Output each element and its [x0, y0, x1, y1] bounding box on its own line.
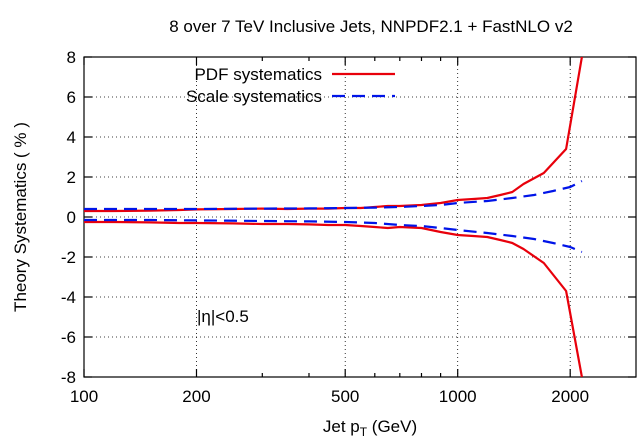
y-tick-label: 2: [67, 168, 76, 187]
grid-layer: [84, 57, 636, 377]
series-layer: [84, 57, 583, 377]
y-axis-title: Theory Systematics ( % ): [11, 122, 30, 312]
pdf-systematics-line-lower: [84, 220, 583, 377]
y-tick-label: -6: [61, 328, 76, 347]
y-tick-label: -2: [61, 248, 76, 267]
y-tick-label: 4: [67, 128, 76, 147]
x-tick-label: 1000: [439, 387, 477, 406]
scale-systematics-line-upper: [84, 180, 583, 211]
chart-title: 8 over 7 TeV Inclusive Jets, NNPDF2.1 + …: [169, 17, 573, 36]
x-tick-label: 2000: [551, 387, 589, 406]
y-tick-label: -8: [61, 368, 76, 387]
y-tick-label: 8: [67, 48, 76, 67]
legend: PDF systematics Scale systematics: [186, 65, 395, 106]
legend-label-scale: Scale systematics: [186, 87, 322, 106]
x-axis-title-main: Jet p: [323, 417, 360, 436]
y-tick-label: 6: [67, 88, 76, 107]
eta-annotation: |η|<0.5: [197, 307, 249, 326]
pdf-systematics-line-upper: [84, 57, 583, 213]
x-axis-title-subscript: T: [360, 425, 368, 439]
legend-label-pdf: PDF systematics: [194, 65, 322, 84]
y-tick-label: 0: [67, 208, 76, 227]
x-tick-label: 500: [331, 387, 359, 406]
x-axis-title: Jet pT (GeV): [323, 417, 417, 439]
y-tick-label: -4: [61, 288, 76, 307]
x-axis-title-unit: (GeV): [367, 417, 417, 436]
x-tick-label: 200: [182, 387, 210, 406]
x-tick-label: 100: [70, 387, 98, 406]
